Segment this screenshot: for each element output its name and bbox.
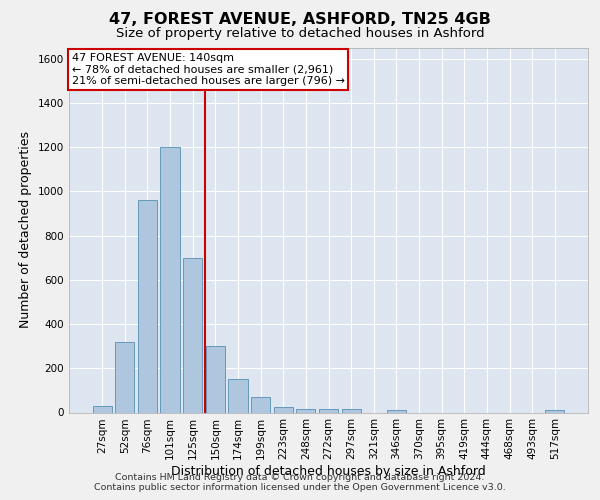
Bar	[296, 409, 316, 412]
Bar	[229, 380, 248, 412]
Bar	[115, 342, 134, 412]
Bar	[341, 409, 361, 412]
Bar	[183, 258, 202, 412]
Text: 47, FOREST AVENUE, ASHFORD, TN25 4GB: 47, FOREST AVENUE, ASHFORD, TN25 4GB	[109, 12, 491, 28]
Bar	[545, 410, 565, 412]
Bar	[92, 406, 112, 412]
Bar	[206, 346, 225, 412]
Bar	[251, 397, 270, 412]
Bar	[387, 410, 406, 412]
Text: Size of property relative to detached houses in Ashford: Size of property relative to detached ho…	[116, 28, 484, 40]
Text: Contains HM Land Registry data © Crown copyright and database right 2024.
Contai: Contains HM Land Registry data © Crown c…	[94, 473, 506, 492]
Bar	[274, 407, 293, 412]
Bar	[319, 409, 338, 412]
Text: 47 FOREST AVENUE: 140sqm
← 78% of detached houses are smaller (2,961)
21% of sem: 47 FOREST AVENUE: 140sqm ← 78% of detach…	[71, 53, 344, 86]
X-axis label: Distribution of detached houses by size in Ashford: Distribution of detached houses by size …	[171, 465, 486, 478]
Y-axis label: Number of detached properties: Number of detached properties	[19, 132, 32, 328]
Bar	[160, 147, 180, 412]
Bar	[138, 200, 157, 412]
